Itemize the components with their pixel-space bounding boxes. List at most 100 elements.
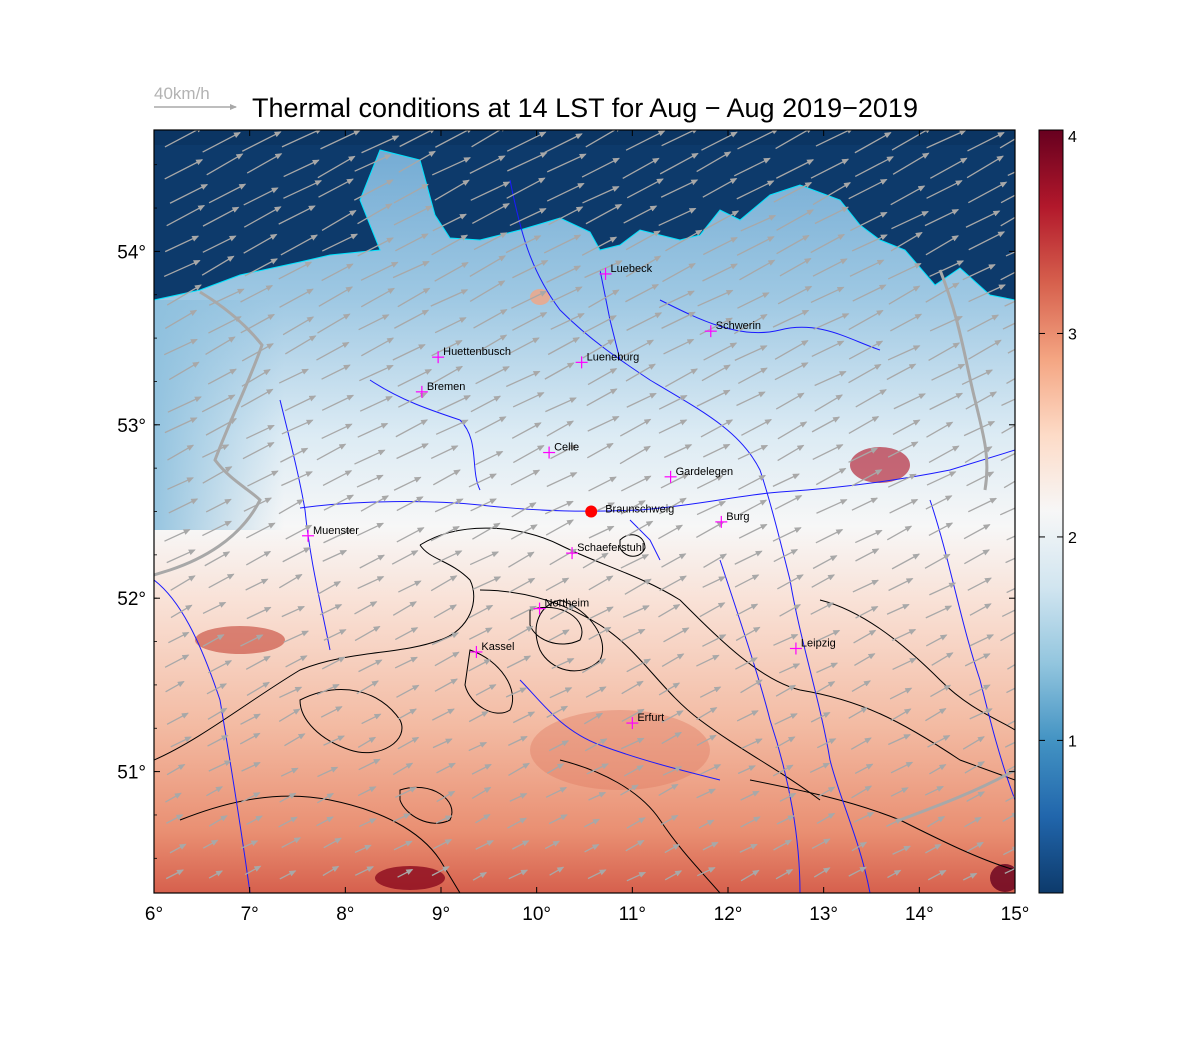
wind-arrow: [240, 634, 264, 647]
wind-arrow: [202, 520, 232, 537]
wind-arrow: [696, 734, 717, 746]
wind-arrow: [361, 713, 382, 725]
wind-arrow: [583, 712, 604, 725]
wind-arrow: [508, 577, 536, 594]
wind-arrow: [816, 662, 839, 674]
wind-arrow: [432, 550, 463, 566]
wind-arrow: [321, 656, 346, 670]
wind-arrow: [814, 371, 847, 387]
wind-arrow: [475, 334, 508, 354]
wind-arrow: [779, 792, 797, 802]
wind-arrow: [966, 791, 986, 802]
wind-arrow: [322, 470, 353, 487]
city-markers: Luebeck Schwerin Huettenbusch Lueneburg Brem…: [302, 263, 836, 730]
wind-arrow: [323, 629, 347, 641]
wind-arrow: [246, 153, 283, 174]
wind-arrow: [696, 475, 724, 489]
wind-arrow: [811, 340, 845, 357]
wind-arrow: [207, 734, 229, 747]
wind-arrow: [737, 367, 768, 384]
wind-arrow: [245, 655, 271, 670]
wind-arrow: [353, 179, 394, 201]
wind-arrow: [852, 284, 887, 302]
wind-arrow: [433, 604, 458, 619]
wind-arrow: [357, 203, 393, 225]
wind-arrow: [696, 521, 725, 538]
wind-arrow: [773, 182, 813, 203]
sea-area: [154, 130, 1015, 300]
city-label: Celle: [554, 442, 579, 454]
wind-arrow: [281, 419, 314, 435]
wind-arrow: [432, 708, 455, 721]
wind-arrow: [581, 658, 607, 674]
wind-arrow: [584, 260, 623, 279]
wind-arrow: [925, 495, 953, 510]
wind-arrow: [239, 732, 261, 745]
wind-arrow: [887, 473, 917, 488]
wind-arrow: [848, 706, 869, 719]
wind-arrow: [508, 551, 535, 568]
wind-arrow: [892, 845, 911, 855]
wind-arrow: [812, 555, 838, 570]
wind-arrow: [813, 867, 831, 878]
wind-arrow: [397, 868, 414, 878]
city-marker-leipzig: Leipzig: [789, 637, 836, 655]
wind-arrow: [323, 735, 345, 746]
wind-arrow: [924, 208, 960, 227]
wind-arrow: [318, 286, 353, 307]
wind-arrow: [928, 445, 960, 463]
wind-arrow: [548, 206, 584, 226]
wind-arrow: [889, 687, 913, 700]
wind-arrow: [775, 130, 814, 150]
wind-arrow: [739, 259, 776, 281]
wind-arrow: [548, 740, 570, 752]
wind-arrow: [166, 204, 206, 227]
wind-arrow: [398, 150, 436, 173]
wind-arrow: [204, 551, 231, 567]
wind-arrow: [815, 629, 841, 642]
wind-arrow: [475, 840, 494, 850]
wind-arrow: [1006, 587, 1015, 594]
wind-arrow: [242, 441, 275, 460]
wind-arrow: [316, 792, 335, 804]
wind-arrow: [550, 313, 585, 330]
wind-arrow: [321, 423, 353, 439]
wind-arrow: [587, 869, 607, 880]
wind-arrow: [969, 708, 993, 720]
wind-arrow: [887, 441, 919, 458]
wind-arrow: [623, 205, 658, 224]
wind-arrow: [548, 629, 570, 642]
wind-arrow: [546, 705, 569, 718]
wind-arrow: [661, 731, 682, 745]
wind-arrow: [816, 499, 848, 514]
wind-arrow: [506, 655, 532, 669]
wind-arrow: [359, 818, 377, 828]
wind-arrow: [435, 419, 469, 435]
wind-arrow: [208, 316, 242, 334]
wind-arrow: [738, 523, 768, 539]
wind-arrow: [581, 157, 620, 178]
wind-arrow: [814, 206, 849, 225]
wind-arrow: [360, 261, 399, 281]
city-label: Northeim: [545, 598, 590, 610]
wind-arrow: [968, 339, 1002, 360]
wind-arrow: [507, 337, 540, 355]
wind-arrow: [816, 812, 836, 825]
wind-arrow: [354, 154, 392, 172]
wind-arrow: [854, 653, 876, 667]
city-marker-celle: Celle: [543, 442, 579, 459]
wind-arrow: [696, 389, 731, 407]
wind-arrow: [926, 130, 967, 149]
wind-arrow: [319, 604, 343, 616]
wind-reference-label: 40km/h: [154, 84, 210, 103]
wind-arrow: [887, 345, 921, 361]
wind-arrow: [581, 236, 618, 256]
wind-arrow: [202, 634, 225, 647]
wind-arrow: [736, 180, 775, 200]
wind-arrow: [202, 444, 230, 458]
wind-arrow: [658, 604, 681, 618]
wind-arrow: [619, 339, 655, 359]
wind-arrow: [892, 152, 930, 175]
wind-arrow: [699, 602, 726, 618]
wind-arrow: [546, 763, 565, 774]
